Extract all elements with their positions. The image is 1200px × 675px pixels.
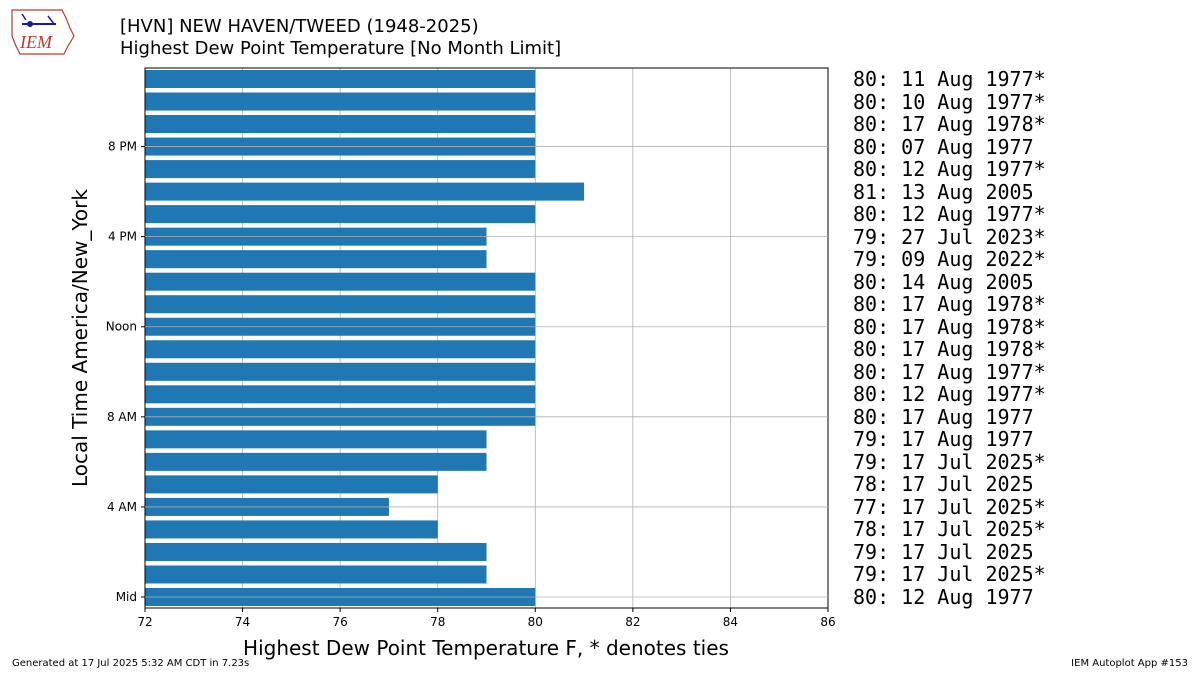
y-tick-label: 8 AM	[107, 410, 137, 424]
bar	[145, 272, 536, 291]
chart-title: [HVN] NEW HAVEN/TWEED (1948-2025)	[120, 16, 479, 37]
bar	[145, 250, 487, 269]
bar	[145, 115, 536, 134]
record-annotation: 80: 17 Aug 1977*	[853, 359, 1046, 384]
record-annotation: 79: 17 Aug 1977	[853, 427, 1034, 452]
y-axis: Mid 4 AM 8 AM Noon 4 PM 8 PM	[106, 140, 828, 604]
x-axis: 72 74 76 78 80 82 84 86	[137, 608, 836, 629]
y-tick-label: 8 PM	[108, 140, 137, 154]
bar	[145, 70, 536, 88]
record-annotation: 80: 17 Aug 1978*	[853, 112, 1046, 137]
x-tick-label: 80	[528, 615, 543, 629]
record-annotation: 81: 13 Aug 2005	[853, 179, 1034, 204]
bar	[145, 295, 536, 314]
y-tick-label: 4 AM	[107, 500, 137, 514]
record-annotation: 80: 12 Aug 1977*	[853, 382, 1046, 407]
record-annotation: 80: 07 Aug 1977	[853, 134, 1034, 159]
chart-subtitle: Highest Dew Point Temperature [No Month …	[120, 38, 562, 59]
x-tick-label: 82	[625, 615, 640, 629]
record-annotation: 80: 17 Aug 1978*	[853, 337, 1046, 362]
x-tick-label: 86	[820, 615, 835, 629]
x-tick-label: 84	[723, 615, 738, 629]
record-annotation: 80: 12 Aug 1977	[853, 585, 1034, 609]
record-annotation: 79: 17 Jul 2025*	[853, 562, 1046, 587]
record-annotation: 79: 09 Aug 2022*	[853, 247, 1046, 272]
bar	[145, 452, 487, 471]
bar	[145, 475, 438, 494]
y-tick-label: Mid	[116, 590, 137, 604]
record-annotation: 79: 17 Jul 2025	[853, 539, 1034, 564]
bar	[145, 430, 487, 449]
record-annotation: 80: 12 Aug 1977*	[853, 157, 1046, 182]
chart-title-block: [HVN] NEW HAVEN/TWEED (1948-2025) Highes…	[120, 16, 561, 60]
record-annotation: 80: 12 Aug 1977*	[853, 202, 1046, 227]
iem-logo: IEM	[11, 9, 75, 55]
x-tick-label: 72	[137, 615, 152, 629]
plot-frame	[144, 67, 829, 609]
generated-footer: Generated at 17 Jul 2025 5:32 AM CDT in …	[12, 658, 250, 669]
y-tick-label: Noon	[106, 320, 137, 334]
bars	[145, 70, 585, 606]
bar	[145, 205, 536, 224]
bar	[145, 182, 585, 201]
record-annotation: 80: 10 Aug 1977*	[853, 89, 1046, 114]
app-footer: IEM Autoplot App #153	[1071, 658, 1188, 669]
logo-text: IEM	[19, 32, 53, 52]
record-annotation: 78: 17 Jul 2025*	[853, 517, 1046, 542]
record-annotation: 80: 14 Aug 2005	[853, 269, 1034, 294]
bar	[145, 160, 536, 179]
record-annotation: 80: 17 Aug 1977	[853, 404, 1034, 429]
record-annotation: 80: 17 Aug 1978*	[853, 314, 1046, 339]
record-annotation: 79: 17 Jul 2025*	[853, 449, 1046, 474]
bar	[145, 520, 438, 539]
record-annotation: 80: 17 Aug 1978*	[853, 292, 1046, 317]
bar	[145, 340, 536, 359]
bar	[145, 92, 536, 111]
bar	[145, 362, 536, 381]
bar	[145, 565, 487, 584]
y-axis-label: Local Time America/New_York	[68, 189, 92, 487]
y-tick-label: 4 PM	[108, 230, 137, 244]
record-annotation: 80: 11 Aug 1977*	[853, 67, 1046, 91]
bar	[145, 542, 487, 561]
x-tick-label: 74	[235, 615, 250, 629]
x-tick-label: 76	[333, 615, 348, 629]
record-annotation: 77: 17 Jul 2025*	[853, 494, 1046, 519]
x-tick-label: 78	[430, 615, 445, 629]
record-annotation: 78: 17 Jul 2025	[853, 472, 1034, 497]
x-axis-label: Highest Dew Point Temperature F, * denot…	[243, 636, 729, 660]
bar	[145, 385, 536, 404]
record-annotation: 79: 27 Jul 2023*	[853, 224, 1046, 249]
